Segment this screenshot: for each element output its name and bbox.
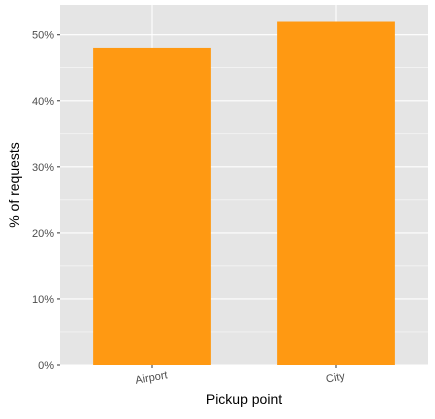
y-tick-label: 20% <box>32 228 54 240</box>
y-tick-label: 40% <box>32 96 54 108</box>
bar-city <box>277 21 395 365</box>
x-axis: Airport City <box>134 365 346 387</box>
y-axis: 0% 10% 20% 30% 40% 50% <box>32 30 60 372</box>
bar-series <box>93 21 395 365</box>
y-tick-label: 30% <box>32 162 54 174</box>
y-axis-title: % of requests <box>6 142 22 228</box>
x-tick-label: City <box>325 370 346 385</box>
y-tick-label: 50% <box>32 30 54 42</box>
bar-airport <box>93 47 211 365</box>
x-axis-title: Pickup point <box>206 391 282 407</box>
y-tick-label: 0% <box>38 360 54 372</box>
x-tick-label: Airport <box>134 369 168 386</box>
y-tick-label: 10% <box>32 294 54 306</box>
